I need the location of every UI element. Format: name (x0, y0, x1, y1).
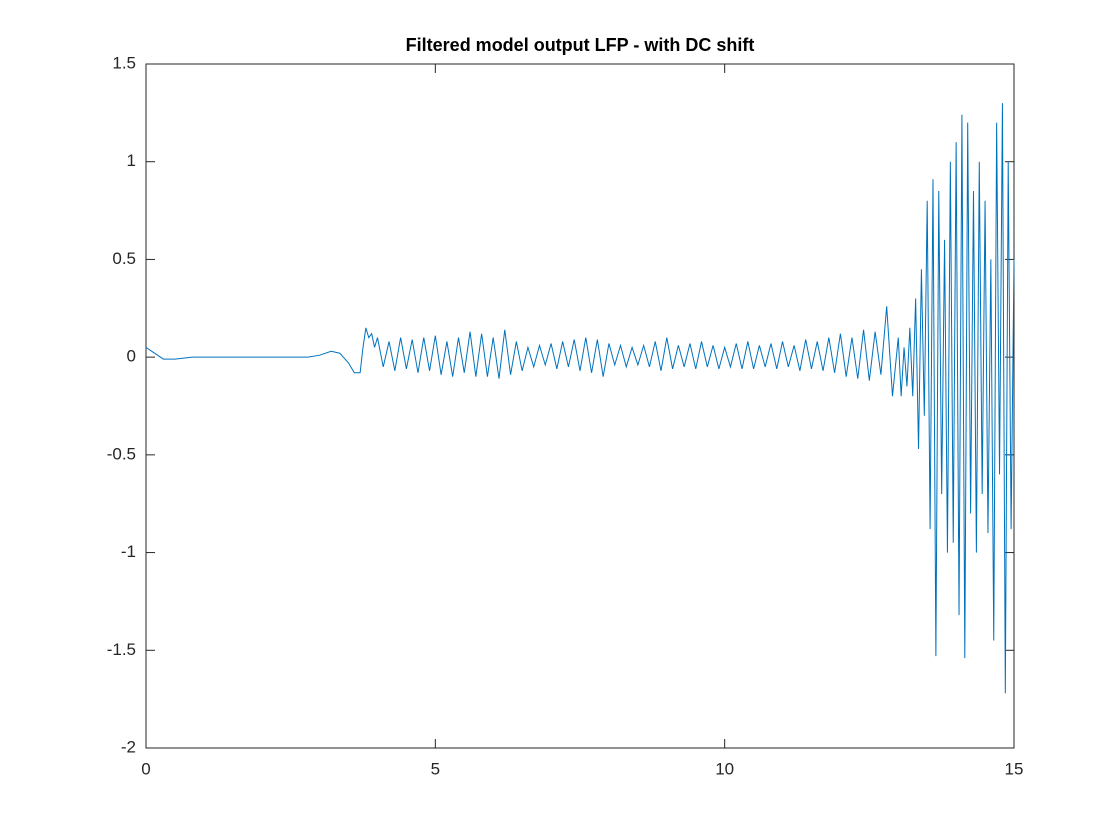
chart-title: Filtered model output LFP - with DC shif… (406, 35, 755, 55)
y-tick-label: -1.5 (107, 640, 136, 659)
x-tick-label: 10 (715, 759, 734, 778)
x-tick-label: 15 (1005, 759, 1024, 778)
data-line (145, 103, 1015, 694)
plot-box (145, 63, 1015, 749)
y-tick-label: -0.5 (107, 444, 136, 463)
y-tick-label: 1.5 (112, 53, 136, 72)
x-tick-label: 0 (141, 759, 150, 778)
y-tick-label: -1 (121, 542, 136, 561)
y-tick-label: -2 (121, 737, 136, 756)
x-tick-label: 5 (431, 759, 440, 778)
y-tick-label: 0.5 (112, 249, 136, 268)
y-tick-label: 1 (127, 151, 136, 170)
y-tick-label: 0 (127, 347, 136, 366)
